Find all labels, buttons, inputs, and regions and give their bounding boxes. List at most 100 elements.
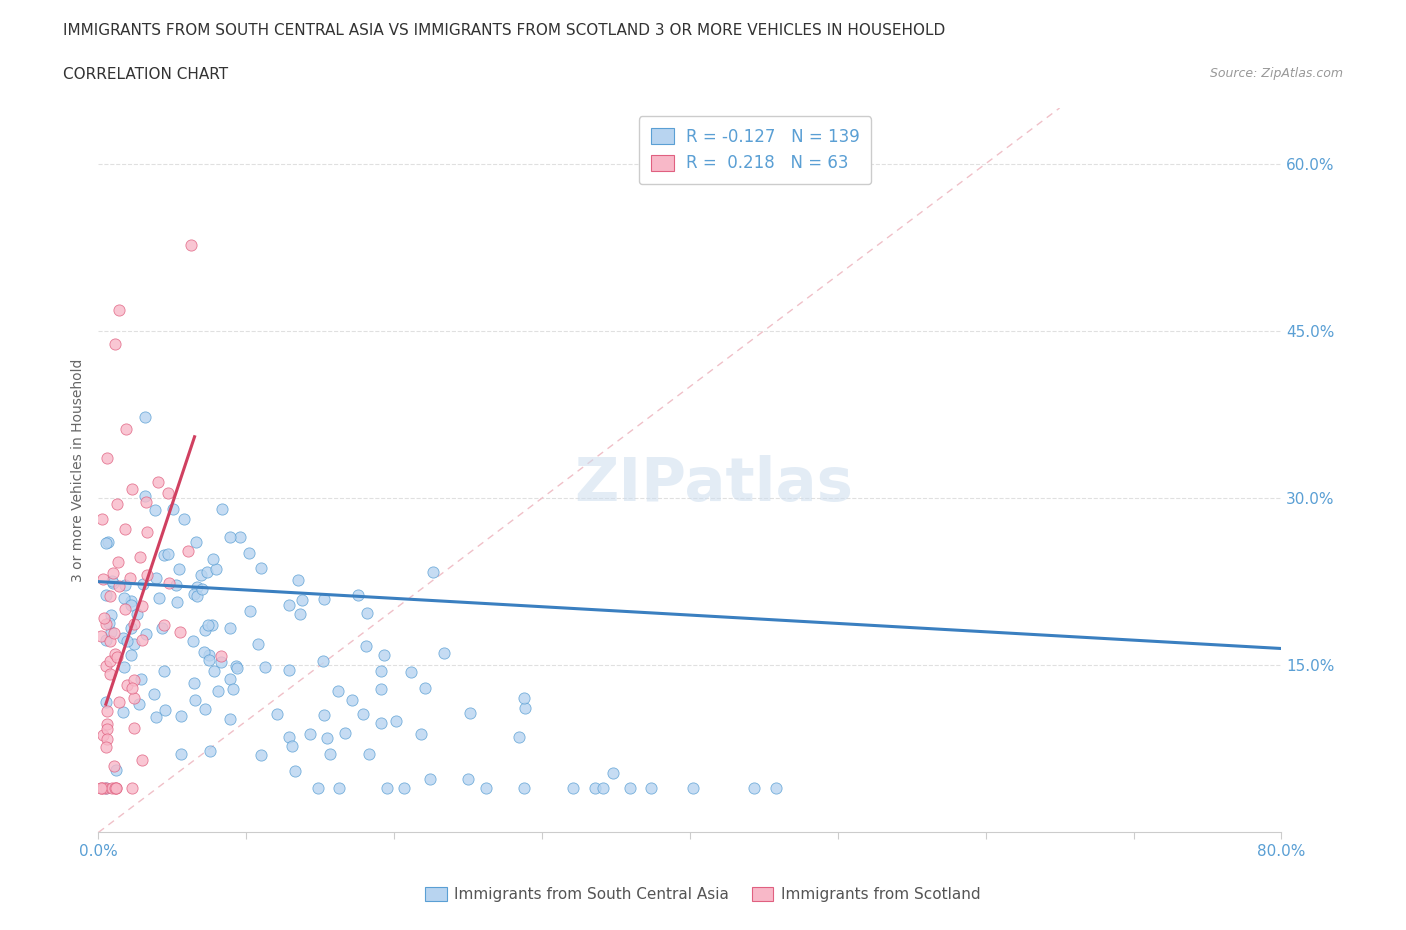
Point [312, 708, 335, 723]
Point [205, 562, 228, 577]
Point [153, 664, 176, 679]
Point [190, 567, 212, 582]
Point [432, 645, 454, 660]
Point [103, 626, 125, 641]
Point [94, 633, 117, 648]
Point [682, 780, 704, 795]
Point [115, 677, 138, 692]
Point [94, 658, 117, 673]
Point [318, 746, 340, 761]
Point [202, 663, 225, 678]
Point [370, 682, 392, 697]
Point [91, 572, 114, 587]
Y-axis label: 3 or more Vehicles in Household: 3 or more Vehicles in Household [72, 358, 86, 582]
Point [311, 654, 333, 669]
Point [155, 702, 177, 717]
Point [104, 647, 127, 662]
Point [200, 744, 222, 759]
Point [246, 637, 269, 652]
Point [114, 522, 136, 537]
Point [170, 747, 193, 762]
Text: Source: ZipAtlas.com: Source: ZipAtlas.com [1209, 67, 1343, 80]
Point [112, 631, 135, 645]
Point [207, 684, 229, 698]
Point [103, 758, 125, 773]
Point [142, 686, 165, 701]
Point [90, 629, 112, 644]
Point [122, 690, 145, 705]
Point [422, 565, 444, 580]
Point [120, 571, 142, 586]
Legend: R = -0.127   N = 139, R =  0.218   N = 63: R = -0.127 N = 139, R = 0.218 N = 63 [638, 116, 872, 184]
Point [250, 560, 273, 575]
Point [114, 578, 136, 592]
Point [209, 648, 232, 663]
Point [105, 780, 128, 795]
Point [186, 580, 208, 595]
Point [145, 570, 167, 585]
Point [91, 780, 114, 795]
Point [328, 684, 350, 698]
Point [94, 780, 117, 795]
Point [122, 616, 145, 631]
Point [373, 647, 395, 662]
Point [419, 772, 441, 787]
Point [333, 725, 356, 740]
Point [277, 598, 299, 613]
Point [181, 633, 204, 648]
Point [94, 536, 117, 551]
Point [129, 550, 152, 565]
Point [197, 565, 219, 579]
Point [340, 693, 363, 708]
Point [105, 497, 128, 512]
Point [108, 302, 131, 317]
Point [458, 706, 481, 721]
Point [513, 690, 536, 705]
Point [352, 707, 374, 722]
Point [475, 780, 498, 795]
Point [239, 604, 262, 618]
Point [513, 701, 536, 716]
Point [120, 647, 142, 662]
Point [238, 545, 260, 560]
Point [152, 618, 174, 632]
Point [105, 780, 128, 795]
Point [136, 525, 159, 539]
Point [100, 607, 122, 622]
Point [218, 711, 240, 726]
Point [93, 610, 115, 625]
Point [173, 512, 195, 526]
Point [347, 588, 370, 603]
Point [122, 636, 145, 651]
Point [278, 729, 301, 744]
Point [228, 529, 250, 544]
Point [157, 576, 180, 591]
Point [131, 752, 153, 767]
Point [592, 780, 614, 795]
Point [312, 591, 335, 606]
Point [250, 748, 273, 763]
Point [121, 780, 143, 795]
Point [328, 780, 350, 795]
Text: CORRELATION CHART: CORRELATION CHART [63, 67, 228, 82]
Point [148, 475, 170, 490]
Point [194, 702, 217, 717]
Point [96, 717, 118, 732]
Point [180, 238, 202, 253]
Point [157, 547, 180, 562]
Point [143, 502, 166, 517]
Point [104, 337, 127, 352]
Point [508, 730, 530, 745]
Point [121, 482, 143, 497]
Point [211, 501, 233, 516]
Point [315, 730, 337, 745]
Point [370, 716, 392, 731]
Point [97, 616, 120, 631]
Point [377, 780, 399, 795]
Point [197, 618, 219, 632]
Text: IMMIGRANTS FROM SOUTH CENTRAL ASIA VS IMMIGRANTS FROM SCOTLAND 3 OR MORE VEHICLE: IMMIGRANTS FROM SOUTH CENTRAL ASIA VS IM… [63, 23, 945, 38]
Point [166, 594, 188, 609]
Point [104, 763, 127, 777]
Point [266, 706, 288, 721]
Point [134, 489, 156, 504]
